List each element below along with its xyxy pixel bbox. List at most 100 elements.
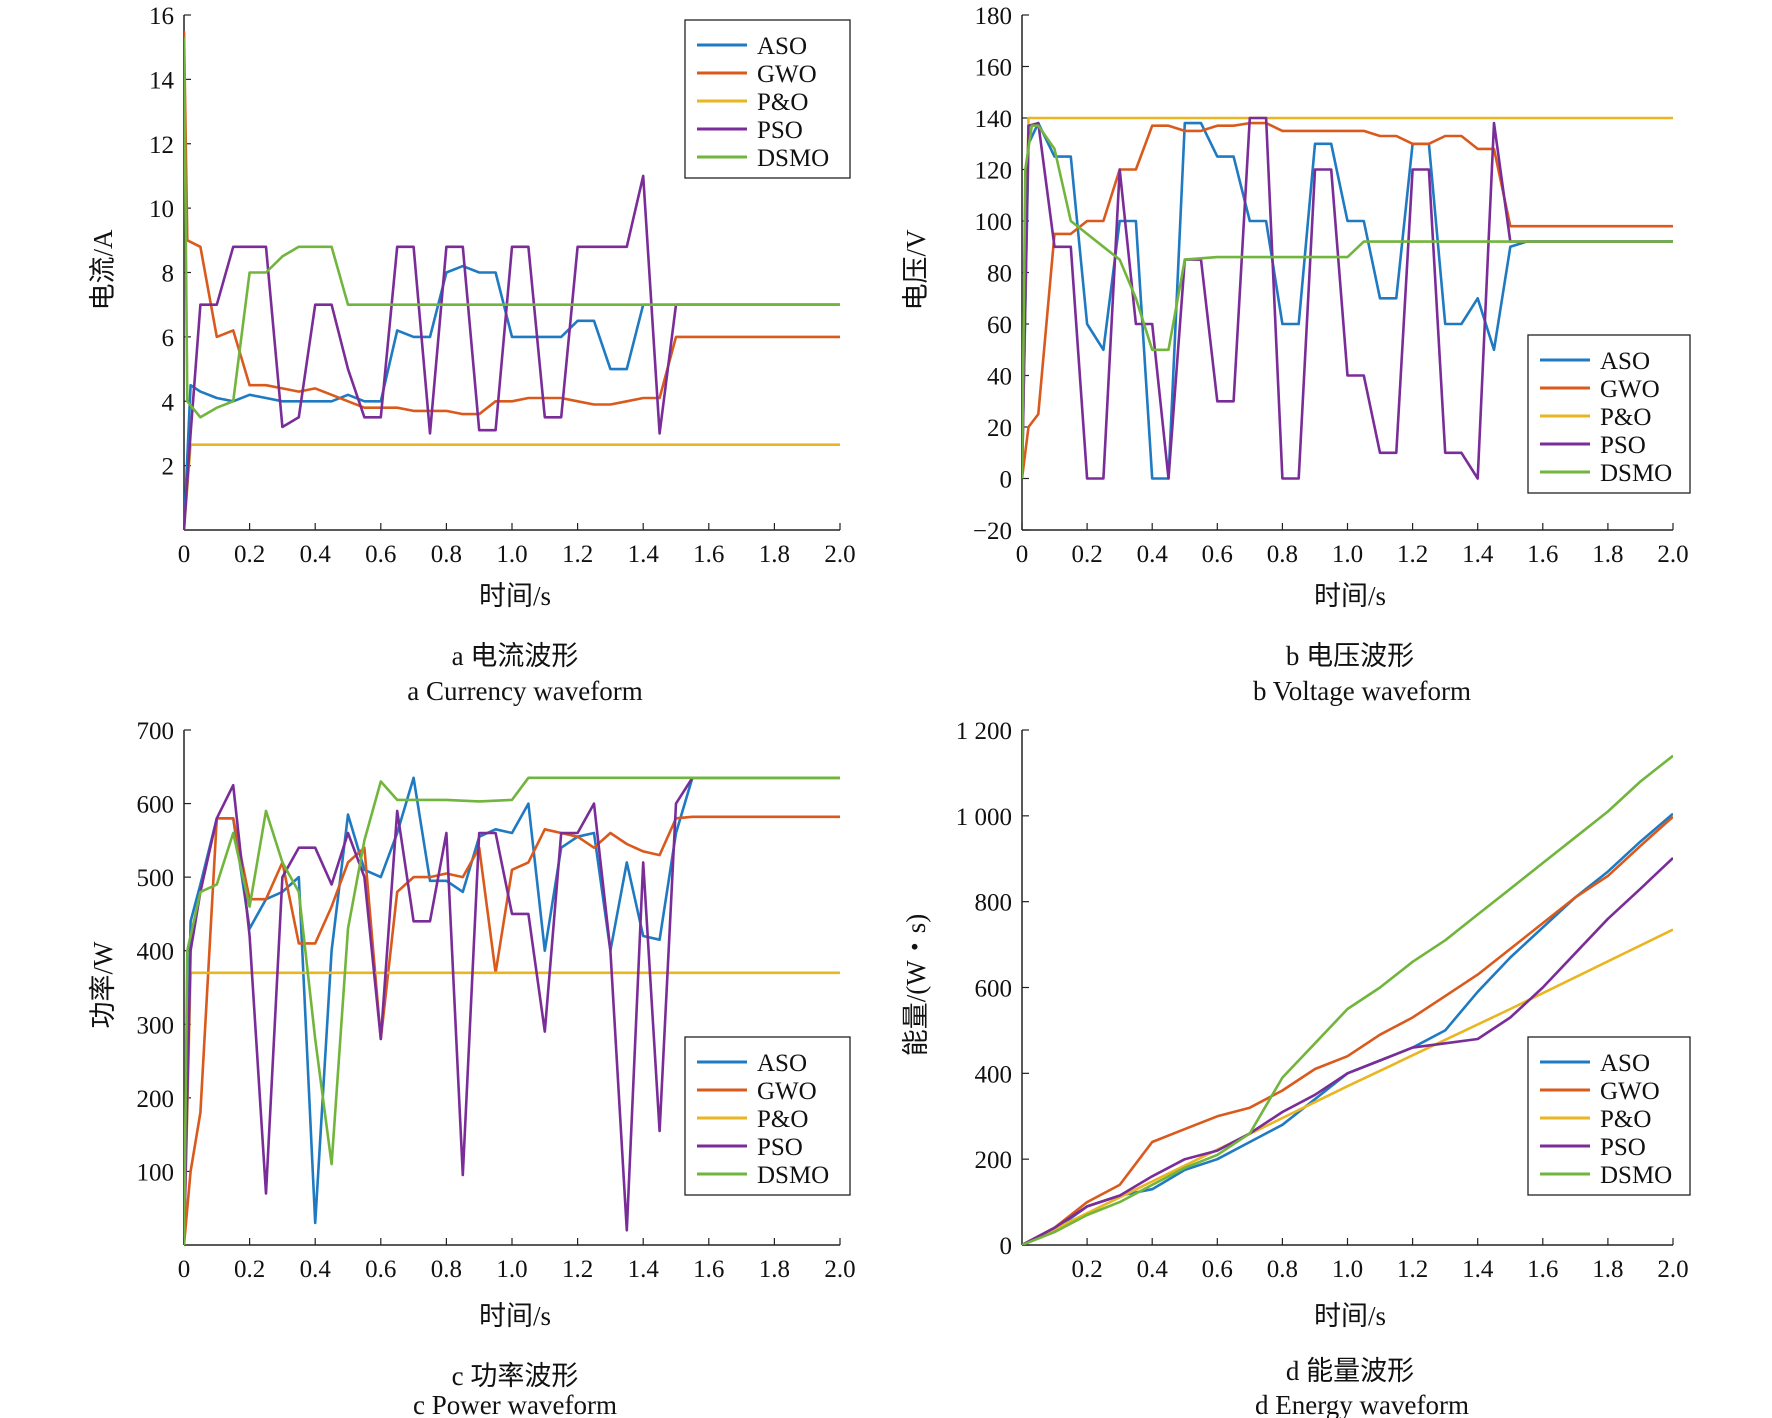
y-tick-label: 100: [137, 1159, 175, 1186]
y-tick-label: 160: [975, 55, 1013, 82]
y-tick-label: 40: [987, 364, 1012, 391]
series-line-dsmo-power: [184, 776, 840, 1245]
caption-cn-current: a 电流波形: [452, 641, 579, 671]
caption-en-energy: d Energy waveform: [1255, 1390, 1469, 1418]
y-tick-label: 60: [987, 312, 1012, 339]
ylabel-current: 电流/A: [88, 229, 118, 311]
plot-area-power: 0 0.2 0.4 0.6 0.8 1.0 1.2 1.4 1.6 1.8 2.0 100 200 300…: [137, 718, 856, 1283]
xlabel-power: 时间/s: [479, 1301, 551, 1331]
series-line-po-energy: [1022, 928, 1673, 1245]
caption-en-voltage: b Voltage waveform: [1253, 676, 1471, 706]
legend-label-dsmo: DSMO: [1600, 1162, 1672, 1189]
x-tick-label: 0.2: [1071, 541, 1102, 568]
legend-label-gwo: GWO: [757, 1078, 817, 1105]
x-tick-label: 1.8: [759, 541, 790, 568]
x-tick-label: 1.4: [1462, 1256, 1494, 1283]
x-tick-label: 0.8: [431, 541, 462, 568]
plot-area-energy: 0.2 0.4 0.6 0.8 1.0 1.2 1.4 1.6 1.8 2.0 0 200 400 600…: [956, 718, 1691, 1283]
y-tick-label: 180: [975, 3, 1013, 30]
series-line-dsmo-current: [184, 37, 840, 419]
x-tick-label: 0.2: [1071, 1256, 1102, 1283]
legend-label-po: P&O: [757, 1106, 808, 1133]
y-tick-label: 10: [149, 196, 174, 223]
y-tick-label: 100: [975, 209, 1013, 236]
y-tick-label: 400: [137, 939, 175, 966]
legend-label-po: P&O: [757, 89, 808, 116]
series-line-aso-current: [184, 264, 840, 530]
y-tick-label: 700: [137, 718, 175, 745]
y-tick-label: 6: [162, 325, 175, 352]
x-tick-label: 1.4: [628, 1256, 660, 1283]
x-tick-label: 1.8: [1592, 541, 1623, 568]
x-tick-label: 1.2: [562, 1256, 593, 1283]
x-tick-label: 1.4: [628, 541, 660, 568]
x-tick-label: 0.8: [1267, 541, 1298, 568]
y-tick-label: 600: [137, 792, 175, 819]
y-tick-label: 400: [975, 1061, 1013, 1088]
x-tick-label: 1.2: [562, 541, 593, 568]
y-tick-label: 140: [975, 106, 1013, 133]
y-tick-label: 800: [975, 890, 1013, 917]
series-line-aso-voltage: [1022, 121, 1673, 480]
x-tick-label: 1.2: [1397, 541, 1428, 568]
legend-label-pso: PSO: [1600, 432, 1646, 459]
y-tick-label: 200: [137, 1086, 175, 1113]
x-tick-label: 1.8: [1592, 1256, 1623, 1283]
x-tick-label: 2.0: [1657, 1256, 1688, 1283]
y-tick-label: 600: [975, 976, 1013, 1003]
plot-area-current: 0 0.2 0.4 0.6 0.8 1.0 1.2 1.4 1.6 1.8 2.0 2 4 6 8 10 12 1…: [149, 3, 856, 568]
ylabel-energy: 能量/(W・s): [901, 914, 931, 1056]
legend-label-po: P&O: [1600, 404, 1651, 431]
legend-label-pso: PSO: [1600, 1134, 1646, 1161]
y-tick-label: 80: [987, 261, 1012, 288]
x-tick-label: 1.8: [759, 1256, 790, 1283]
y-tick-label: 0: [1000, 1233, 1013, 1260]
y-tick-label: 14: [149, 67, 175, 94]
series-line-pso-current: [184, 174, 840, 530]
legend-label-aso: ASO: [1600, 348, 1650, 375]
x-tick-label: 1.0: [496, 1256, 527, 1283]
series-line-pso-power: [184, 776, 840, 1245]
x-tick-label: 1.4: [1462, 541, 1494, 568]
x-tick-label: 1.0: [496, 541, 527, 568]
legend-label-aso: ASO: [757, 1050, 807, 1077]
y-tick-label: 8: [162, 261, 175, 288]
y-tick-label: 12: [149, 132, 174, 159]
y-tick-label: 1 200: [956, 718, 1012, 745]
legend-label-pso: PSO: [757, 1134, 803, 1161]
x-tick-label: 1.6: [693, 541, 724, 568]
caption-cn-voltage: b 电压波形: [1286, 641, 1414, 671]
series-line-po-voltage: [1022, 116, 1673, 479]
caption-en-current: a Currency waveform: [407, 676, 642, 706]
x-tick-label: 1.6: [1527, 1256, 1558, 1283]
x-tick-label: 0.2: [234, 541, 265, 568]
x-tick-label: 0.6: [365, 541, 396, 568]
series-line-dsmo-voltage: [1022, 124, 1673, 479]
x-tick-label: 0: [1016, 541, 1029, 568]
ylabel-voltage: 电压/V: [901, 229, 931, 311]
y-tick-label: 1 000: [956, 804, 1012, 831]
legend-label-gwo: GWO: [757, 61, 817, 88]
x-tick-label: 2.0: [824, 1256, 855, 1283]
xlabel-voltage: 时间/s: [1314, 581, 1386, 611]
x-tick-label: 0.6: [365, 1256, 396, 1283]
series-line-pso-voltage: [1022, 116, 1673, 480]
series-line-po-current: [184, 443, 840, 530]
x-tick-label: 0.6: [1202, 541, 1233, 568]
legend-label-gwo: GWO: [1600, 1078, 1660, 1105]
y-tick-label: 20: [987, 415, 1012, 442]
series-line-gwo-energy: [1022, 815, 1673, 1245]
y-tick-label: 4: [162, 389, 175, 416]
x-tick-label: 0.6: [1202, 1256, 1233, 1283]
series-line-aso-power: [184, 776, 840, 1245]
x-tick-label: 1.0: [1332, 1256, 1363, 1283]
y-tick-label: 500: [137, 865, 175, 892]
x-tick-label: 0.8: [431, 1256, 462, 1283]
x-tick-label: 0.2: [234, 1256, 265, 1283]
y-tick-label: 120: [975, 158, 1013, 185]
x-tick-label: 0.4: [1137, 1256, 1169, 1283]
